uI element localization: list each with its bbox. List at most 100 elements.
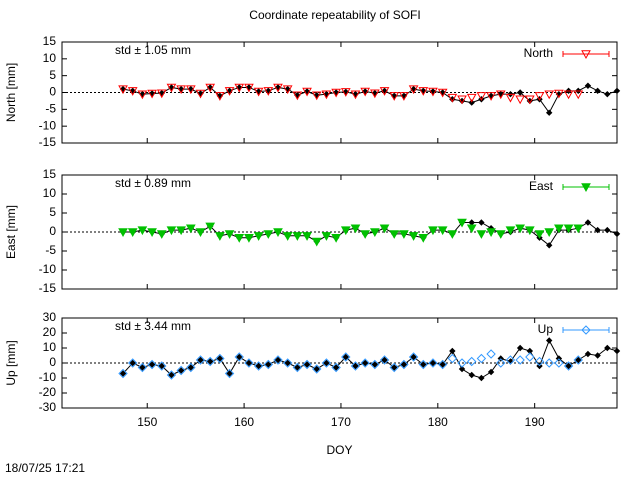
marker <box>127 358 138 368</box>
marker <box>282 358 293 368</box>
marker <box>292 362 303 373</box>
y-tick-label: -15 <box>39 135 57 149</box>
marker <box>263 230 274 239</box>
marker <box>294 364 301 371</box>
y-axis-label: Up [mm] <box>4 340 18 385</box>
marker <box>604 226 611 234</box>
marker <box>158 362 165 370</box>
marker <box>321 358 332 368</box>
marker <box>360 87 371 97</box>
y-tick-label: -10 <box>39 370 57 384</box>
marker <box>185 224 196 234</box>
marker <box>292 91 303 101</box>
marker <box>197 356 204 364</box>
marker <box>176 226 186 236</box>
marker <box>457 358 467 368</box>
marker <box>584 350 592 358</box>
marker <box>496 358 506 368</box>
y-tick-label: 0 <box>49 355 56 369</box>
marker <box>292 232 303 241</box>
y-tick-label: 0 <box>49 224 56 238</box>
marker <box>486 349 496 359</box>
marker <box>350 361 361 371</box>
marker <box>282 85 293 95</box>
marker <box>604 344 611 352</box>
marker <box>273 228 283 238</box>
marker <box>613 347 621 355</box>
marker <box>400 361 408 368</box>
x-tick-label: 160 <box>234 415 254 429</box>
marker <box>449 347 456 355</box>
marker <box>205 356 215 367</box>
marker <box>554 89 564 99</box>
marker <box>331 362 341 373</box>
marker <box>118 368 128 379</box>
marker <box>205 83 216 93</box>
marker <box>399 230 409 239</box>
marker <box>439 361 446 368</box>
marker <box>127 228 138 238</box>
marker <box>545 109 553 116</box>
marker <box>545 242 553 249</box>
marker <box>466 93 477 103</box>
marker <box>224 368 235 379</box>
marker <box>457 218 467 228</box>
marker <box>428 358 438 368</box>
marker <box>157 361 167 371</box>
y-tick-label: 10 <box>43 340 57 354</box>
marker <box>476 92 487 101</box>
marker <box>255 362 262 370</box>
y-axis-label: North [mm] <box>4 63 18 122</box>
marker <box>437 226 448 236</box>
marker <box>370 89 380 99</box>
marker <box>137 90 148 100</box>
marker <box>370 359 380 370</box>
marker <box>458 365 466 373</box>
marker <box>118 228 128 238</box>
marker <box>581 50 591 60</box>
annotation: std ± 1.05 mm <box>115 43 191 57</box>
y-tick-label: 15 <box>43 34 57 48</box>
marker <box>594 352 601 359</box>
marker <box>437 88 448 98</box>
marker <box>486 92 496 101</box>
marker <box>360 358 370 368</box>
marker <box>253 232 264 241</box>
marker <box>118 85 128 95</box>
marker <box>342 353 350 361</box>
marker <box>476 353 487 364</box>
marker <box>215 232 225 241</box>
marker <box>224 230 235 239</box>
marker <box>447 230 458 239</box>
marker <box>147 359 157 370</box>
marker <box>139 364 146 371</box>
y-tick-label: 30 <box>43 310 57 324</box>
marker <box>350 90 361 100</box>
marker <box>544 90 555 100</box>
marker <box>156 89 167 99</box>
marker <box>244 234 254 243</box>
marker <box>360 230 371 239</box>
marker <box>331 234 341 243</box>
marker <box>534 230 545 239</box>
series-line <box>123 221 618 247</box>
marker <box>575 356 582 364</box>
marker <box>573 355 583 365</box>
marker <box>311 91 322 101</box>
marker <box>302 232 312 241</box>
marker <box>302 359 312 370</box>
y-tick-label: -10 <box>39 262 57 276</box>
marker <box>429 359 437 367</box>
marker <box>371 361 379 368</box>
marker <box>408 232 419 241</box>
marker <box>215 92 225 101</box>
marker <box>274 356 282 364</box>
marker <box>234 234 245 243</box>
marker <box>323 359 330 367</box>
marker <box>505 226 516 236</box>
annotation: std ± 3.44 mm <box>115 319 191 333</box>
y-tick-label: -30 <box>39 400 57 414</box>
marker <box>166 370 177 380</box>
marker <box>177 367 185 374</box>
marker <box>312 364 322 374</box>
